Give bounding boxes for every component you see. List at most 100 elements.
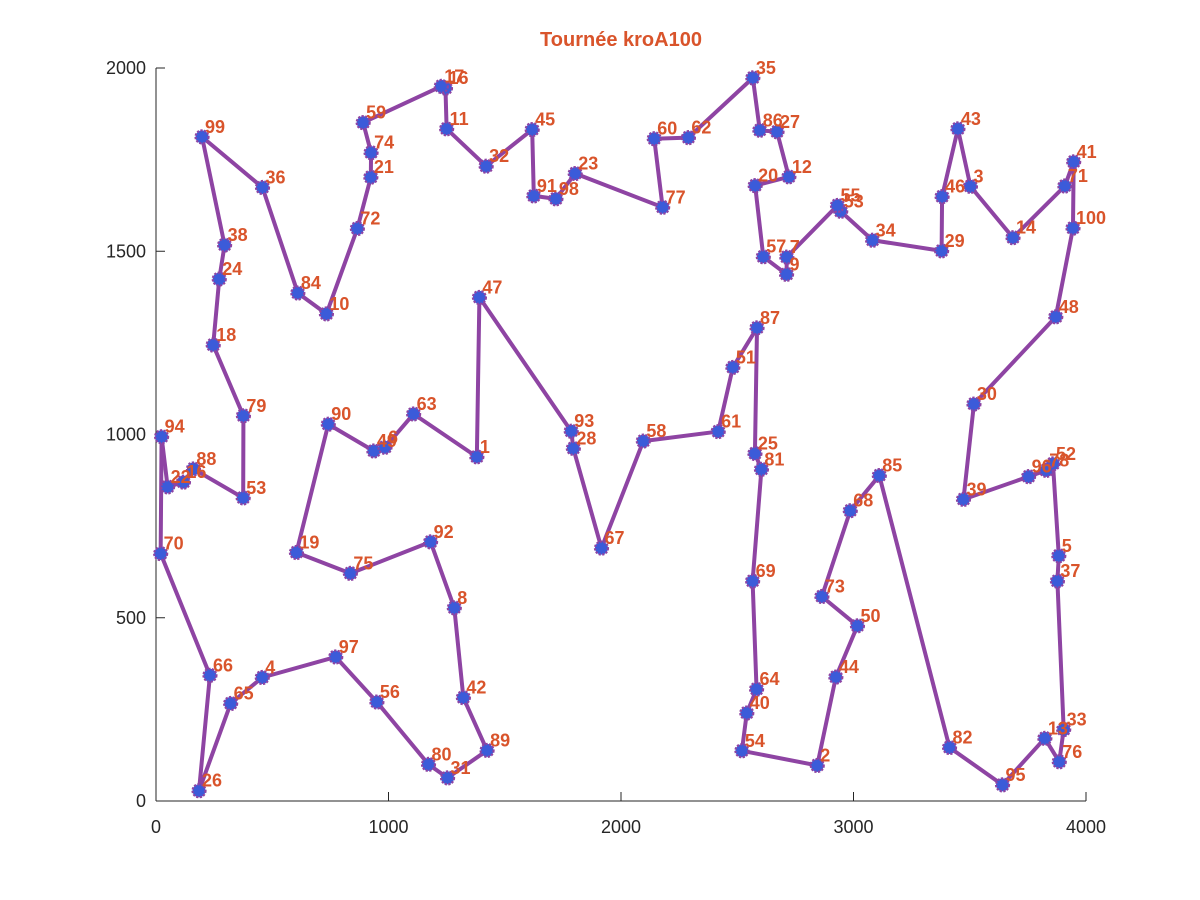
tour-segment (211, 343, 246, 418)
tour-segment (961, 402, 976, 502)
city-marker (1037, 730, 1053, 746)
city-label: 76 (1062, 742, 1082, 762)
tour-segment (848, 473, 882, 513)
city-label: 70 (164, 534, 184, 554)
city-marker (318, 306, 335, 322)
city-label: 37 (1060, 561, 1080, 581)
tour-segment (784, 203, 840, 260)
y-tick-label: 2000 (106, 58, 146, 78)
city-marker (254, 669, 270, 686)
city-label: 7 (790, 237, 800, 257)
city-marker (471, 289, 488, 306)
city-marker (342, 565, 358, 582)
tour-segment (1055, 579, 1066, 732)
tour-segment (940, 126, 960, 199)
city-label: 16 (448, 68, 468, 88)
tour-segment (599, 439, 646, 551)
city-label: 67 (604, 528, 624, 548)
city-label: 56 (380, 682, 400, 702)
tour-segment (1000, 736, 1047, 787)
tour-segment (326, 422, 376, 453)
city-marker (1048, 309, 1064, 325)
city-marker (1051, 754, 1067, 770)
city-marker (328, 649, 344, 665)
tour-segment (716, 365, 735, 434)
tour-segment (484, 127, 535, 169)
tour-segment (1070, 159, 1076, 231)
city-marker (1057, 178, 1073, 194)
city-label: 18 (216, 325, 236, 345)
city-label: 14 (1016, 218, 1036, 238)
tour-segment (752, 325, 760, 456)
city-marker (934, 243, 950, 259)
city-label: 16 (186, 462, 206, 482)
city-marker (1049, 573, 1066, 589)
tour-segment (1053, 226, 1075, 319)
tour-segment (294, 422, 331, 555)
city-marker (941, 739, 958, 756)
tour-segment (260, 654, 338, 680)
tour-segment (158, 434, 164, 556)
city-label: 25 (758, 434, 778, 454)
city-marker (478, 158, 494, 174)
city-marker (962, 178, 979, 194)
tour-segment (641, 429, 721, 444)
tour-segment (158, 551, 212, 678)
city-label: 46 (945, 177, 965, 197)
tour-segment (686, 75, 755, 140)
y-tick-label: 0 (136, 791, 146, 811)
city-marker (175, 474, 192, 490)
city-label: 75 (353, 553, 373, 573)
city-marker (710, 423, 726, 440)
city-label: 100 (1076, 208, 1106, 228)
tour-segment (260, 185, 300, 296)
city-label: 63 (417, 394, 437, 414)
city-label: 96 (1032, 457, 1052, 477)
city-marker (1066, 154, 1082, 170)
chart-title: Tournée kroA100 (540, 29, 702, 51)
city-marker (349, 220, 365, 237)
city-marker (734, 743, 750, 759)
city-marker (744, 573, 761, 589)
marker-layer (153, 70, 1082, 799)
tour-segment (730, 325, 760, 370)
city-label: 73 (825, 576, 845, 596)
city-label: 39 (966, 479, 986, 499)
city-marker (646, 131, 662, 147)
city-marker (725, 359, 741, 376)
city-marker (871, 467, 887, 484)
tour-segment (968, 184, 1015, 240)
city-label: 3 (973, 166, 983, 186)
city-marker (567, 165, 583, 182)
city-label: 23 (578, 154, 598, 174)
city-label: 29 (945, 231, 965, 251)
city-marker (216, 237, 233, 253)
city-label: 61 (721, 412, 741, 432)
city-label: 79 (246, 396, 266, 416)
city-label: 27 (780, 112, 800, 132)
city-marker (290, 285, 306, 301)
tour-segment (870, 238, 944, 253)
city-marker (479, 742, 495, 759)
city-marker (781, 169, 797, 185)
city-marker (288, 544, 305, 561)
city-marker (1005, 230, 1021, 246)
city-label: 54 (745, 731, 765, 751)
city-label: 81 (764, 449, 784, 469)
city-label: 30 (977, 384, 997, 404)
tour-segment (428, 539, 457, 610)
tour-segment (461, 695, 490, 753)
city-label: 35 (756, 58, 776, 78)
city-label: 91 (537, 176, 557, 196)
city-marker (254, 179, 271, 196)
city-marker (185, 461, 202, 477)
tour-segment (197, 673, 212, 793)
city-marker (160, 479, 176, 495)
tour-segment (348, 539, 433, 576)
city-marker (369, 694, 385, 710)
city-label: 45 (535, 110, 555, 130)
city-label: 90 (331, 404, 351, 424)
city-label: 5 (1062, 536, 1072, 556)
city-marker (1065, 220, 1081, 236)
